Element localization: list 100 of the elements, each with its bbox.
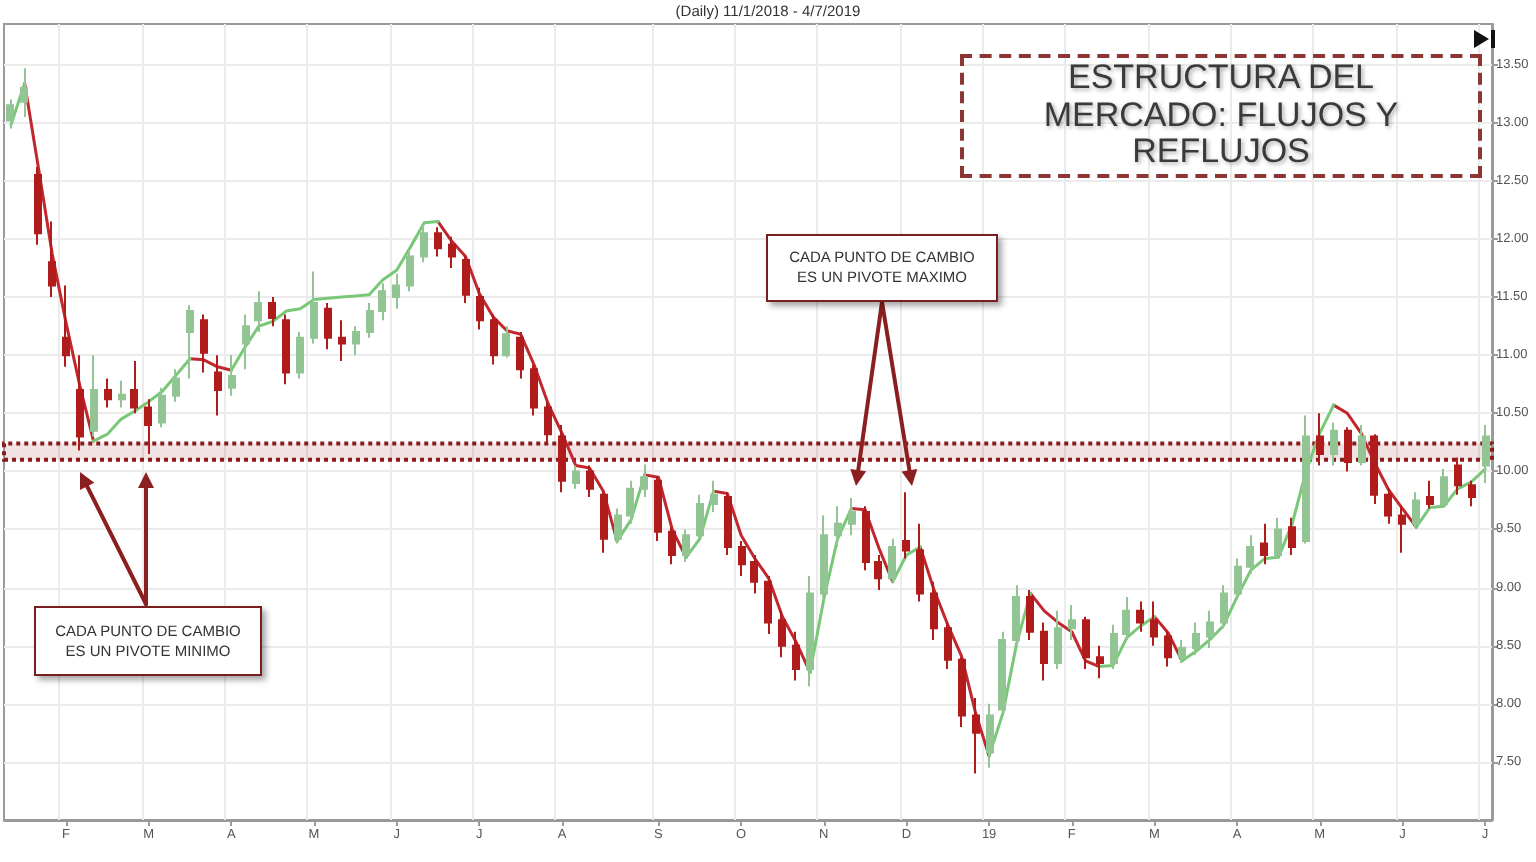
candlestick xyxy=(228,354,236,397)
candlestick xyxy=(144,398,152,455)
candlestick xyxy=(1246,534,1254,575)
candlestick xyxy=(158,386,166,429)
candlestick xyxy=(986,702,994,769)
candlestick xyxy=(1482,423,1490,485)
candlestick xyxy=(352,325,360,357)
candlestick xyxy=(1370,433,1378,505)
candlestick xyxy=(282,313,290,386)
candlestick xyxy=(62,284,70,368)
candlestick xyxy=(434,226,442,258)
candlestick xyxy=(200,313,208,374)
candlestick xyxy=(1288,516,1296,557)
candlestick xyxy=(20,67,28,118)
candlestick xyxy=(172,368,180,403)
candlestick xyxy=(1302,414,1310,545)
candlestick xyxy=(806,574,814,688)
candlestick xyxy=(586,464,594,498)
candlestick xyxy=(572,464,580,490)
candlestick xyxy=(516,330,524,380)
candlestick xyxy=(1468,479,1476,508)
candlestick xyxy=(750,554,758,595)
candlestick xyxy=(1054,609,1062,670)
candlestick xyxy=(792,630,800,682)
candlestick xyxy=(1274,516,1282,560)
candlestick xyxy=(820,514,828,598)
candlestick xyxy=(1178,638,1186,665)
candlestick xyxy=(90,354,98,438)
candlestick xyxy=(34,165,42,246)
candlestick xyxy=(104,377,112,409)
candlestick xyxy=(1122,595,1130,641)
candlestick xyxy=(1096,644,1104,680)
candlestick xyxy=(654,475,662,543)
candlestick xyxy=(682,528,690,564)
candlestick xyxy=(834,505,842,548)
candlestick xyxy=(462,255,470,304)
candlestick xyxy=(254,290,262,333)
candlestick xyxy=(1192,621,1200,656)
candlestick xyxy=(600,491,608,554)
candlestick xyxy=(998,630,1006,715)
candlestick xyxy=(958,656,966,729)
candlestick xyxy=(1330,421,1338,467)
candlestick xyxy=(420,224,428,264)
candlestick xyxy=(242,313,250,371)
candlestick xyxy=(848,497,856,537)
candlestick xyxy=(338,319,346,362)
candlestick xyxy=(310,270,318,345)
candlestick xyxy=(1206,609,1214,650)
candlestick xyxy=(1344,426,1352,473)
candlestick xyxy=(696,493,704,540)
candlestick xyxy=(48,220,56,299)
candlestick xyxy=(710,479,718,514)
candlestick xyxy=(1164,630,1172,668)
candlestick xyxy=(118,379,126,409)
candlestick xyxy=(530,363,538,417)
candlestick xyxy=(1412,491,1420,529)
candlestick xyxy=(214,354,222,417)
candlestick xyxy=(1150,600,1158,647)
candlestick xyxy=(1440,468,1448,508)
candlestick xyxy=(1040,621,1048,682)
candlestick xyxy=(6,98,14,130)
candlestick xyxy=(378,282,386,322)
candlestick xyxy=(186,304,194,380)
candlestick xyxy=(1454,456,1462,496)
candlestick xyxy=(490,313,498,366)
candlestick xyxy=(130,359,138,415)
candlestick xyxy=(1426,479,1434,510)
candlestick xyxy=(972,696,980,775)
candlestick xyxy=(1110,623,1118,670)
candlestick xyxy=(1220,584,1228,630)
candlestick xyxy=(1398,505,1406,554)
candlestick xyxy=(1068,604,1076,641)
candlestick xyxy=(1136,600,1144,633)
candlestick xyxy=(1358,423,1366,467)
candlestick xyxy=(944,621,952,670)
candlestick xyxy=(902,491,910,560)
candlestick xyxy=(1012,584,1020,647)
candlestick xyxy=(268,296,276,328)
candlestick xyxy=(916,522,924,603)
candlestick xyxy=(640,463,648,498)
candlestick xyxy=(1082,615,1090,670)
candlestick xyxy=(544,400,552,444)
candlestick xyxy=(392,272,400,310)
candlestick xyxy=(614,507,622,545)
candlestick xyxy=(626,479,634,525)
candlestick xyxy=(738,540,746,577)
candlestick xyxy=(862,505,870,572)
candlestick xyxy=(1234,557,1242,598)
candlestick xyxy=(874,554,882,591)
candlestick xyxy=(888,537,896,583)
candlestick xyxy=(448,235,456,270)
candlestick xyxy=(366,301,374,339)
candlestick xyxy=(476,286,484,331)
candlestick xyxy=(1026,588,1034,641)
candlestick xyxy=(324,301,332,351)
text: ESTRUCTURA DEL MERCADO: FLUJOS Y REFLUJOS xyxy=(960,54,1482,178)
candlestick xyxy=(724,491,732,557)
candlestick xyxy=(764,574,772,636)
candlestick xyxy=(76,354,84,452)
candlestick xyxy=(668,526,676,566)
